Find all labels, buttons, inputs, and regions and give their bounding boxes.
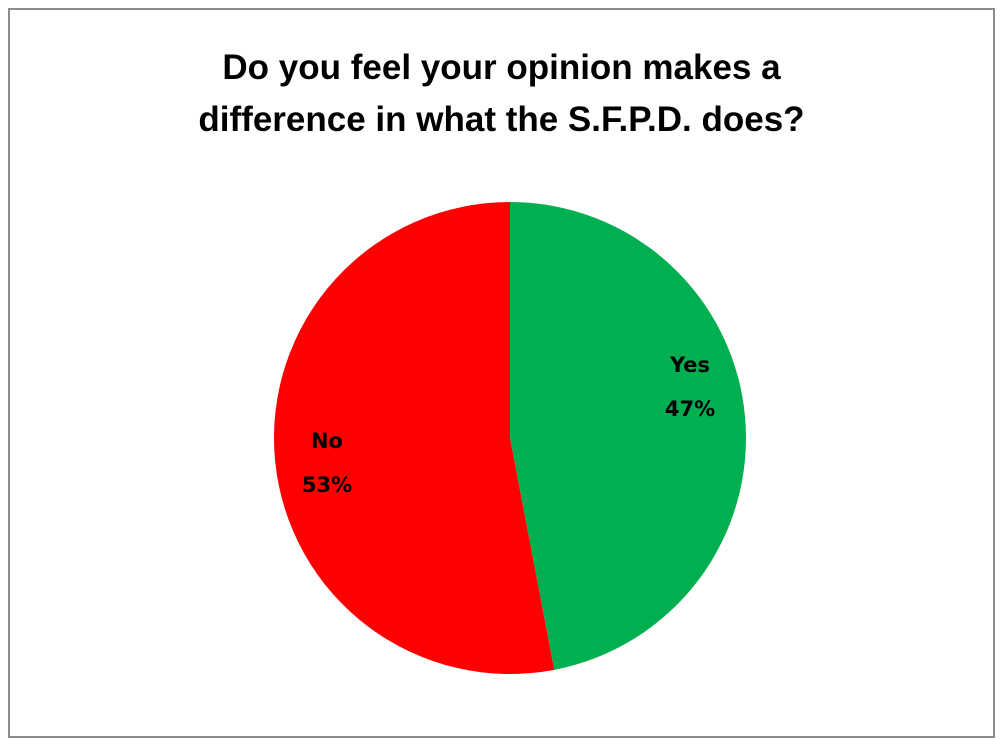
pie-slice-no — [273, 202, 555, 674]
slice-label-yes-category: Yes — [669, 353, 710, 377]
slice-label-no-category: No — [311, 429, 343, 453]
slice-label-no-percent: 53% — [302, 473, 352, 497]
chart-title: Do you feel your opinion makes a differe… — [10, 42, 993, 146]
chart-title-line-2: difference in what the S.F.P.D. does? — [198, 100, 805, 139]
pie-slices — [273, 202, 746, 674]
pie-slice-yes — [510, 202, 746, 670]
slice-label-yes-percent: 47% — [665, 397, 715, 421]
chart-title-line-1: Do you feel your opinion makes a — [222, 48, 781, 87]
